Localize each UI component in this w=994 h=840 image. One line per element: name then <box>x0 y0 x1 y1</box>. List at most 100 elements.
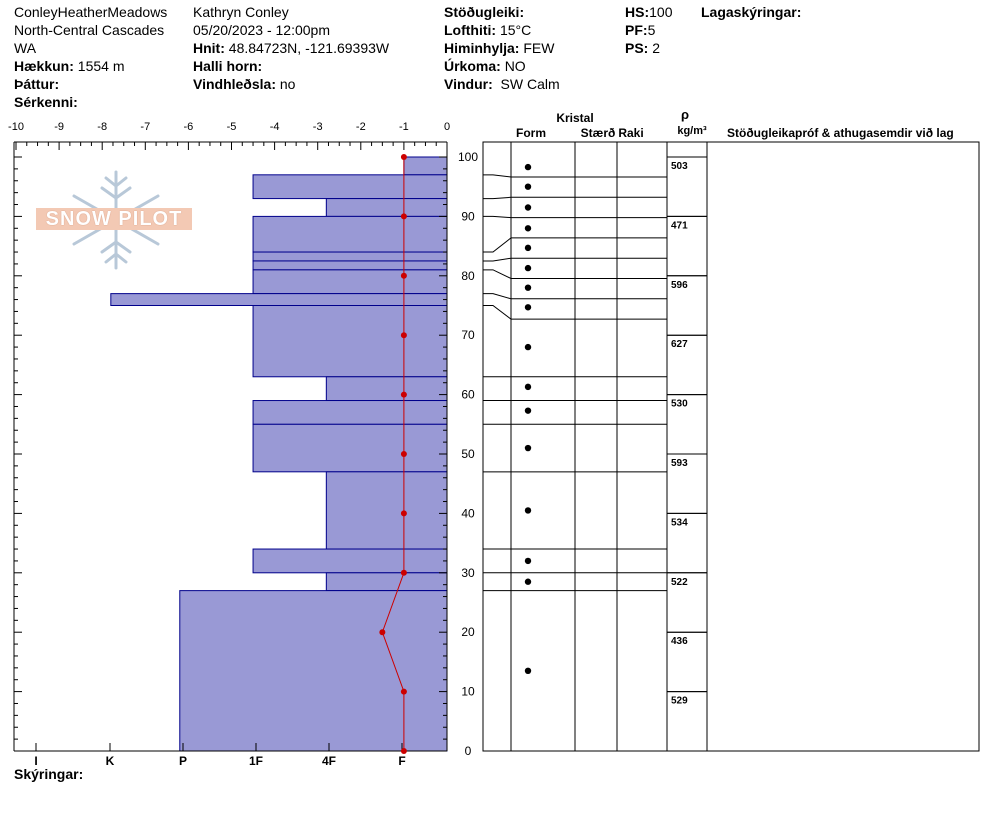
temperature-point <box>400 569 407 576</box>
density-value: 596 <box>671 280 688 291</box>
density-value: 627 <box>671 339 688 350</box>
hardness-layer <box>110 293 448 306</box>
col-comments: Stöðugleikapróf & athugasemdir við lag <box>727 126 954 140</box>
temperature-point <box>400 748 407 754</box>
grain-form-dot <box>524 667 532 675</box>
hardness-tick-label: F <box>398 754 405 768</box>
snowpilot-logo: SNOW PILOT <box>36 170 196 270</box>
hardness-layer <box>252 305 448 378</box>
temperature-axis: -10 -9 -8 -7 -6 -5 -4 -3 -2 -1 0 <box>8 121 450 150</box>
elevation-label: Hækkun: <box>14 58 74 74</box>
wind-loading-label: Vindhleðsla: <box>193 76 276 92</box>
snow-profile-chart: -10 -9 -8 -7 -6 -5 -4 -3 -2 -1 0 01020304050607080… <box>8 107 980 768</box>
height-tick-label: 80 <box>461 269 475 283</box>
sky-value: FEW <box>523 40 555 56</box>
density-value: 436 <box>671 636 688 647</box>
col-form: Form <box>516 126 546 140</box>
slope-label: Halli horn: <box>193 58 263 74</box>
height-tick-label: 70 <box>461 328 475 342</box>
density-value: 534 <box>671 517 688 528</box>
layer-boundary <box>483 293 667 300</box>
density-value: 471 <box>671 220 688 231</box>
col-crystal: Kristal <box>556 111 593 125</box>
stability-label: Stöðugleiki: <box>444 4 525 20</box>
col-size: Stærð <box>581 126 616 140</box>
height-tick-label: 30 <box>461 566 475 580</box>
wind-label: Vindur: <box>444 76 493 92</box>
height-tick-label: 100 <box>458 150 478 164</box>
layer-notes-label: Lagaskýringar: <box>701 4 802 20</box>
density-value: 522 <box>671 577 688 588</box>
observer-name: Kathryn Conley <box>193 4 289 20</box>
col-rho: ρ <box>681 107 689 122</box>
hardness-layer <box>325 572 448 592</box>
temperature-profile <box>379 154 407 754</box>
layer-boundary <box>483 237 667 253</box>
layer-boundary <box>483 196 667 200</box>
precip-label: Úrkoma: <box>444 58 501 74</box>
temperature-point <box>400 332 407 339</box>
layer-boundary <box>483 174 667 178</box>
hardness-layer <box>403 156 448 176</box>
grain-form-dot <box>524 304 532 311</box>
grain-form-dot <box>524 163 532 171</box>
grain-form-dot <box>524 557 532 565</box>
wind-value: SW Calm <box>500 76 560 92</box>
density-value: 593 <box>671 458 688 469</box>
grain-form-dot <box>524 244 532 252</box>
temp-tick-label: -9 <box>54 121 64 133</box>
density-value: 503 <box>671 161 688 172</box>
temperature-point <box>400 213 407 220</box>
observation-datetime: 05/20/2023 - 12:00pm <box>193 22 330 38</box>
height-tick-label: 60 <box>461 388 475 402</box>
temperature-point <box>379 629 386 636</box>
wind-loading-value: no <box>279 76 296 92</box>
hardness-tick-label: K <box>106 754 115 768</box>
layer-boundary <box>483 257 667 262</box>
temperature-point <box>400 154 407 160</box>
temp-tick-label: -2 <box>356 121 366 133</box>
temp-tick-label: -3 <box>313 121 323 133</box>
grain-form-dot <box>524 204 532 211</box>
height-tick-label: 20 <box>461 625 475 639</box>
temp-tick-label: -7 <box>140 121 150 133</box>
layer-boundary <box>483 215 667 219</box>
grain-form-dot <box>524 225 532 232</box>
state-name: WA <box>14 40 37 56</box>
hardness-layer <box>325 376 448 402</box>
height-tick-label: 0 <box>465 744 472 758</box>
hardness-layer <box>252 548 448 574</box>
plot-frame <box>13 141 448 752</box>
hardness-layer <box>252 260 448 271</box>
precip-value: NO <box>504 58 526 74</box>
temp-tick-label: -5 <box>227 121 237 133</box>
location-name: ConleyHeatherMeadows <box>14 4 168 20</box>
temperature-point <box>400 391 407 398</box>
legend-label: Skýringar: <box>14 766 84 782</box>
layer-boundary <box>483 305 667 320</box>
hardness-layer <box>252 251 448 262</box>
grain-form-dot <box>524 284 532 291</box>
region-name: North-Central Cascades <box>14 22 165 38</box>
coords-value: 48.84723N, -121.69393W <box>228 40 390 56</box>
table-frame <box>482 141 980 752</box>
precipitation: Úrkoma: NO <box>444 57 526 75</box>
features-label: Sérkenni: <box>14 94 78 110</box>
temp-tick-label: -6 <box>184 121 194 133</box>
temperature-point <box>400 272 407 279</box>
temp-tick-label: -8 <box>97 121 107 133</box>
hs-label: HS: <box>625 4 650 20</box>
wind-loading: Vindhleðsla: no <box>193 75 295 93</box>
hardness-tick-label: 1F <box>249 754 263 768</box>
col-moisture: Raki <box>618 126 643 140</box>
sky-cover: Himinhylja: FEW <box>444 39 554 57</box>
aspect-label: Þáttur: <box>14 76 60 92</box>
grain-form-dot <box>524 183 532 190</box>
hardness-layer <box>252 400 448 425</box>
layer-table: 503 471 596 627 530 593 534 522 436 529 <box>482 141 980 752</box>
hardness-layer <box>325 198 448 217</box>
col-density-unit: kg/m³ <box>677 125 707 137</box>
height-tick-label: 50 <box>461 447 475 461</box>
height-tick-label: 40 <box>461 506 475 520</box>
sky-label: Himinhylja: <box>444 40 520 56</box>
